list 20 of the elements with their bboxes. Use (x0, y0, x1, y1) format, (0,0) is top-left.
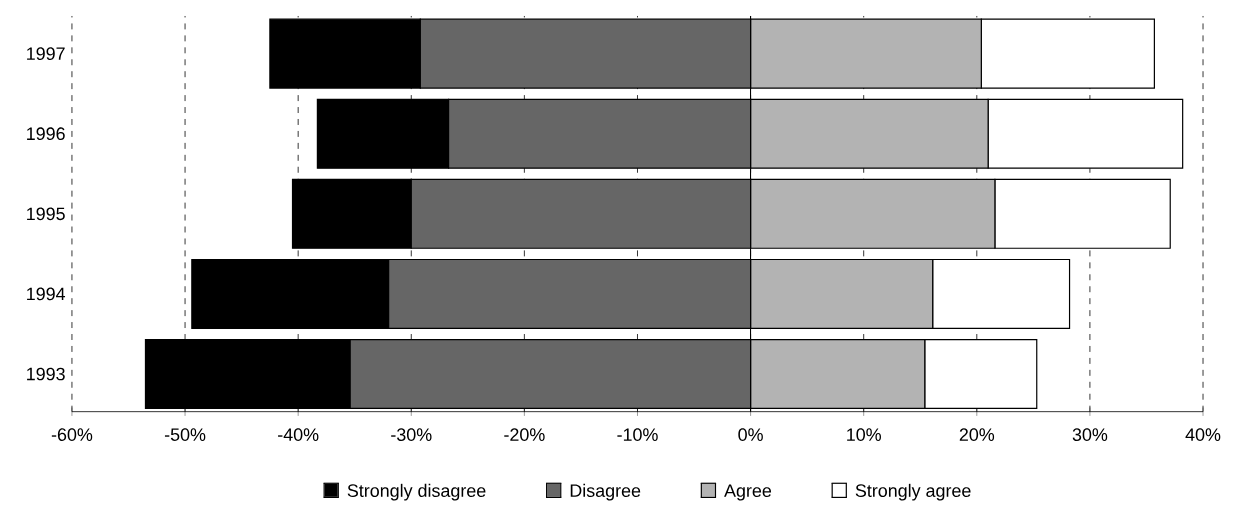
x-tick-label: 20% (959, 428, 995, 442)
x-tick-label: 0% (738, 428, 763, 442)
legend-label: Strongly agree (855, 484, 971, 501)
legend-label: Strongly disagree (347, 484, 486, 501)
y-tick-label: 1994 (27, 287, 66, 301)
x-tick-label: -50% (164, 428, 206, 442)
y-tick-label: 1993 (27, 367, 65, 381)
y-tick-label: 1996 (27, 127, 65, 141)
x-tick-label: -30% (391, 428, 432, 442)
x-tick-label: 10% (847, 428, 881, 442)
legend-label: Disagree (570, 484, 641, 501)
x-tick-label: -60% (51, 428, 93, 442)
x-tick-label: -20% (504, 428, 545, 442)
x-tick-label: -10% (617, 428, 658, 442)
x-tick-label: -40% (278, 428, 319, 442)
y-tick-label: 1997 (27, 47, 65, 61)
x-tick-label: 30% (1072, 428, 1108, 442)
legend-label: Agree (724, 484, 772, 501)
x-tick-label: 40% (1185, 428, 1221, 442)
y-tick-label: 1995 (27, 207, 65, 221)
